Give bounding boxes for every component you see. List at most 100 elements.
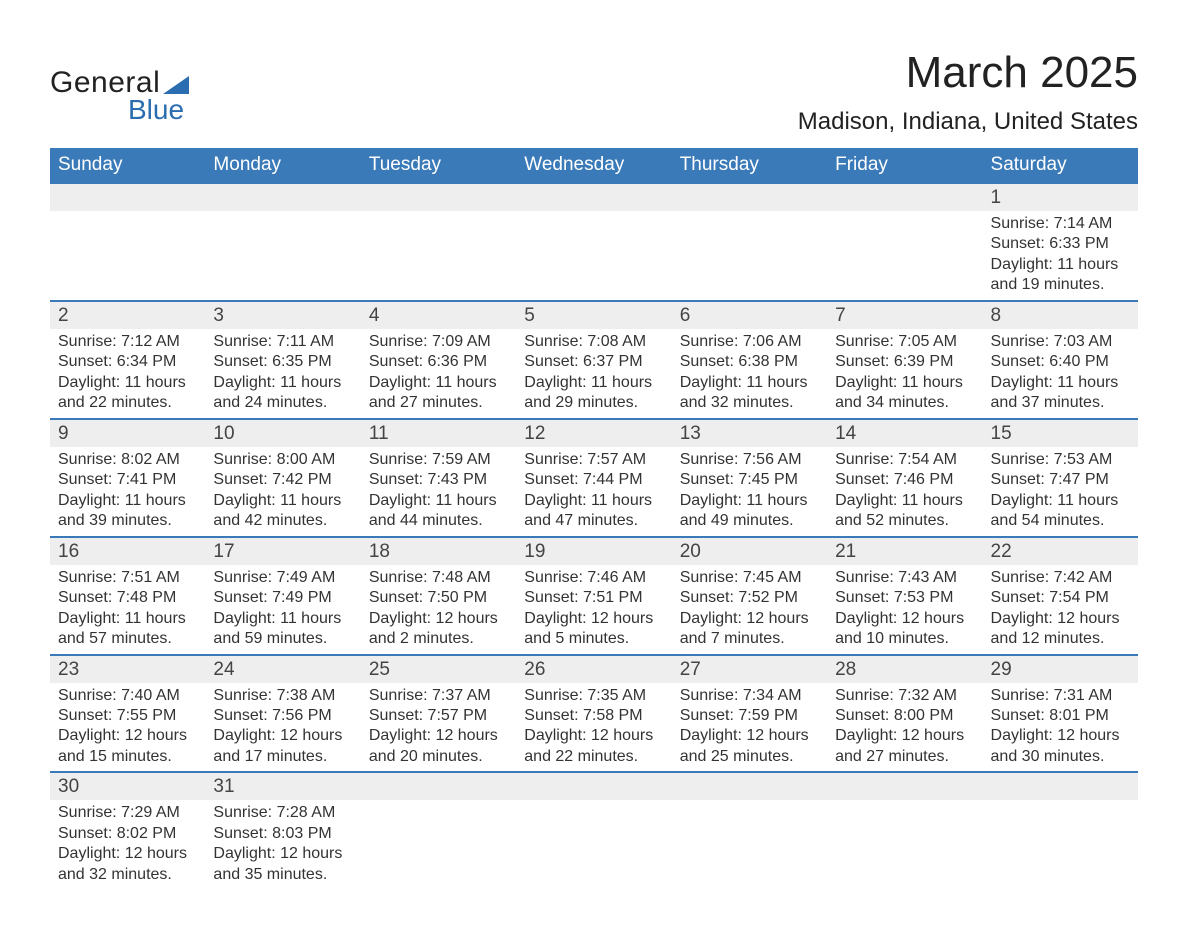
sunset-text: Sunset: 7:49 PM [213,588,352,608]
day-detail-row: Sunrise: 7:40 AMSunset: 7:55 PMDaylight:… [50,683,1138,773]
daylight-text: Daylight: 11 hours [58,373,197,393]
weekday-header: Friday [827,148,982,183]
day-number-row: 9101112131415 [50,419,1138,447]
day-number-cell [827,183,982,211]
day-detail-cell: Sunrise: 7:06 AMSunset: 6:38 PMDaylight:… [672,329,827,419]
day-number-cell: 7 [827,301,982,329]
day-number-cell [361,183,516,211]
daylight-text: Daylight: 12 hours [991,609,1130,629]
day-detail-cell: Sunrise: 8:00 AMSunset: 7:42 PMDaylight:… [205,447,360,537]
sunrise-text: Sunrise: 7:46 AM [524,568,663,588]
sunrise-text: Sunrise: 7:31 AM [991,686,1130,706]
day-number-cell: 24 [205,655,360,683]
day-number-cell: 2 [50,301,205,329]
day-number-row: 2345678 [50,301,1138,329]
sunrise-text: Sunrise: 7:43 AM [835,568,974,588]
sunrise-text: Sunrise: 7:56 AM [680,450,819,470]
day-number-cell: 10 [205,419,360,447]
daylight-text-2: and 5 minutes. [524,629,663,649]
day-detail-cell: Sunrise: 7:59 AMSunset: 7:43 PMDaylight:… [361,447,516,537]
day-detail-cell: Sunrise: 7:45 AMSunset: 7:52 PMDaylight:… [672,565,827,655]
sunset-text: Sunset: 7:59 PM [680,706,819,726]
daylight-text-2: and 54 minutes. [991,511,1130,531]
day-number-row: 16171819202122 [50,537,1138,565]
daylight-text-2: and 2 minutes. [369,629,508,649]
sunrise-text: Sunrise: 7:14 AM [991,214,1130,234]
day-detail-cell: Sunrise: 7:57 AMSunset: 7:44 PMDaylight:… [516,447,671,537]
daylight-text-2: and 30 minutes. [991,747,1130,767]
day-detail-row: Sunrise: 7:51 AMSunset: 7:48 PMDaylight:… [50,565,1138,655]
weekday-header-row: SundayMondayTuesdayWednesdayThursdayFrid… [50,148,1138,183]
day-number-cell [983,772,1138,800]
day-detail-cell [672,800,827,889]
sunrise-text: Sunrise: 7:37 AM [369,686,508,706]
daylight-text: Daylight: 12 hours [369,609,508,629]
day-detail-cell [205,211,360,301]
day-number-cell: 11 [361,419,516,447]
daylight-text-2: and 25 minutes. [680,747,819,767]
day-number-cell: 30 [50,772,205,800]
daylight-text-2: and 34 minutes. [835,393,974,413]
sunset-text: Sunset: 6:38 PM [680,352,819,372]
daylight-text-2: and 20 minutes. [369,747,508,767]
daylight-text: Daylight: 11 hours [213,491,352,511]
day-number-cell: 1 [983,183,1138,211]
daylight-text: Daylight: 11 hours [58,491,197,511]
day-detail-cell: Sunrise: 7:29 AMSunset: 8:02 PMDaylight:… [50,800,205,889]
sunrise-text: Sunrise: 7:45 AM [680,568,819,588]
day-detail-cell: Sunrise: 7:51 AMSunset: 7:48 PMDaylight:… [50,565,205,655]
weekday-header: Thursday [672,148,827,183]
daylight-text-2: and 12 minutes. [991,629,1130,649]
day-detail-cell: Sunrise: 7:09 AMSunset: 6:36 PMDaylight:… [361,329,516,419]
daylight-text-2: and 39 minutes. [58,511,197,531]
day-detail-cell [516,211,671,301]
daylight-text-2: and 22 minutes. [524,747,663,767]
day-number-cell [361,772,516,800]
sunset-text: Sunset: 7:47 PM [991,470,1130,490]
sunset-text: Sunset: 8:02 PM [58,824,197,844]
day-number-cell [50,183,205,211]
daylight-text: Daylight: 11 hours [524,373,663,393]
daylight-text: Daylight: 11 hours [213,373,352,393]
sunrise-text: Sunrise: 7:11 AM [213,332,352,352]
logo-text-blue: Blue [128,94,189,126]
daylight-text: Daylight: 12 hours [58,726,197,746]
day-number-cell: 27 [672,655,827,683]
sunrise-text: Sunrise: 7:34 AM [680,686,819,706]
day-detail-row: Sunrise: 8:02 AMSunset: 7:41 PMDaylight:… [50,447,1138,537]
daylight-text: Daylight: 12 hours [835,726,974,746]
day-number-cell [516,772,671,800]
daylight-text: Daylight: 12 hours [680,726,819,746]
day-number-cell [672,772,827,800]
day-number-cell: 12 [516,419,671,447]
daylight-text: Daylight: 11 hours [680,373,819,393]
daylight-text-2: and 44 minutes. [369,511,508,531]
day-detail-cell [827,211,982,301]
sunrise-text: Sunrise: 7:28 AM [213,803,352,823]
daylight-text-2: and 47 minutes. [524,511,663,531]
sunset-text: Sunset: 7:56 PM [213,706,352,726]
day-detail-cell: Sunrise: 7:35 AMSunset: 7:58 PMDaylight:… [516,683,671,773]
daylight-text-2: and 42 minutes. [213,511,352,531]
weekday-header: Sunday [50,148,205,183]
day-detail-cell: Sunrise: 7:11 AMSunset: 6:35 PMDaylight:… [205,329,360,419]
day-detail-cell [672,211,827,301]
day-number-cell: 8 [983,301,1138,329]
daylight-text: Daylight: 12 hours [680,609,819,629]
day-number-cell: 28 [827,655,982,683]
sunset-text: Sunset: 6:34 PM [58,352,197,372]
day-detail-cell: Sunrise: 7:53 AMSunset: 7:47 PMDaylight:… [983,447,1138,537]
day-detail-cell: Sunrise: 8:02 AMSunset: 7:41 PMDaylight:… [50,447,205,537]
daylight-text: Daylight: 12 hours [369,726,508,746]
day-number-cell [672,183,827,211]
daylight-text: Daylight: 12 hours [991,726,1130,746]
daylight-text-2: and 22 minutes. [58,393,197,413]
sunset-text: Sunset: 7:41 PM [58,470,197,490]
day-number-cell: 13 [672,419,827,447]
daylight-text: Daylight: 12 hours [524,726,663,746]
sunrise-text: Sunrise: 7:03 AM [991,332,1130,352]
sunset-text: Sunset: 7:53 PM [835,588,974,608]
day-detail-cell: Sunrise: 7:42 AMSunset: 7:54 PMDaylight:… [983,565,1138,655]
daylight-text-2: and 37 minutes. [991,393,1130,413]
day-number-cell: 3 [205,301,360,329]
